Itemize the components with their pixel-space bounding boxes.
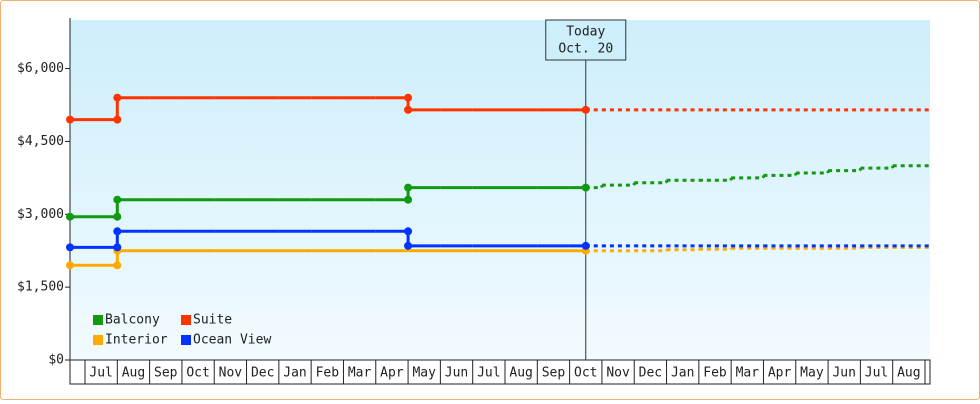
x-tick-label: Jan	[671, 366, 694, 381]
x-tick-label: Mar	[348, 366, 372, 381]
x-tick-label: Dec	[251, 366, 274, 381]
price-point	[113, 115, 122, 124]
x-tick-label: Feb	[316, 366, 340, 381]
x-tick-label: Jun	[832, 366, 855, 381]
price-point	[113, 195, 122, 204]
legend-label: Ocean View	[193, 333, 271, 348]
today-box	[545, 19, 627, 61]
price-point	[404, 93, 413, 102]
y-tick-label: $0	[48, 353, 64, 368]
price-point	[113, 212, 122, 221]
x-tick-label: Nov	[606, 366, 630, 381]
legend-label: Interior	[105, 333, 168, 348]
price-point	[113, 93, 122, 102]
price-point	[113, 261, 122, 270]
price-point	[66, 115, 74, 124]
x-tick-label: Sep	[542, 366, 566, 381]
x-tick-label: Nov	[219, 366, 243, 381]
legend-swatch	[93, 335, 103, 345]
x-tick-label: May	[412, 366, 436, 381]
x-tick-label: Mar	[736, 366, 760, 381]
x-tick-label: Oct	[186, 366, 209, 381]
today-date: Oct. 20	[558, 42, 613, 57]
price-point	[404, 183, 413, 192]
price-point	[66, 261, 74, 270]
x-axis-band	[69, 359, 931, 385]
x-tick-label: Aug	[122, 366, 145, 381]
y-tick-label: $3,000	[17, 207, 64, 222]
price-point	[66, 243, 74, 252]
x-tick-label: Sep	[154, 366, 178, 381]
legend-swatch	[93, 315, 103, 325]
x-tick-label: Jul	[477, 366, 500, 381]
price-point	[113, 243, 122, 252]
price-point	[404, 241, 413, 250]
x-tick-label: Jan	[283, 366, 306, 381]
x-tick-label: Feb	[703, 366, 727, 381]
legend-label: Suite	[193, 313, 232, 328]
plot-area	[70, 20, 930, 360]
legend-swatch	[181, 335, 191, 345]
price-point	[113, 227, 122, 236]
today-label: Today	[566, 25, 605, 40]
x-tick-label: Jul	[865, 366, 888, 381]
price-point	[404, 105, 413, 114]
x-tick-label: Jul	[89, 366, 112, 381]
y-tick-label: $6,000	[17, 61, 64, 76]
x-tick-label: Dec	[639, 366, 662, 381]
price-point	[404, 195, 413, 204]
y-tick-label: $4,500	[17, 134, 64, 149]
x-tick-label: Jun	[445, 366, 468, 381]
legend-swatch	[181, 315, 191, 325]
x-tick-label: Apr	[768, 366, 792, 381]
x-tick-label: Apr	[380, 366, 404, 381]
price-point	[66, 212, 74, 221]
price-point	[404, 227, 413, 236]
x-tick-label: Aug	[897, 366, 920, 381]
y-tick-label: $1,500	[17, 280, 64, 295]
x-tick-label: May	[800, 366, 824, 381]
x-tick-label: Aug	[509, 366, 532, 381]
legend-label: Balcony	[105, 313, 160, 328]
x-tick-label: Oct	[574, 366, 597, 381]
